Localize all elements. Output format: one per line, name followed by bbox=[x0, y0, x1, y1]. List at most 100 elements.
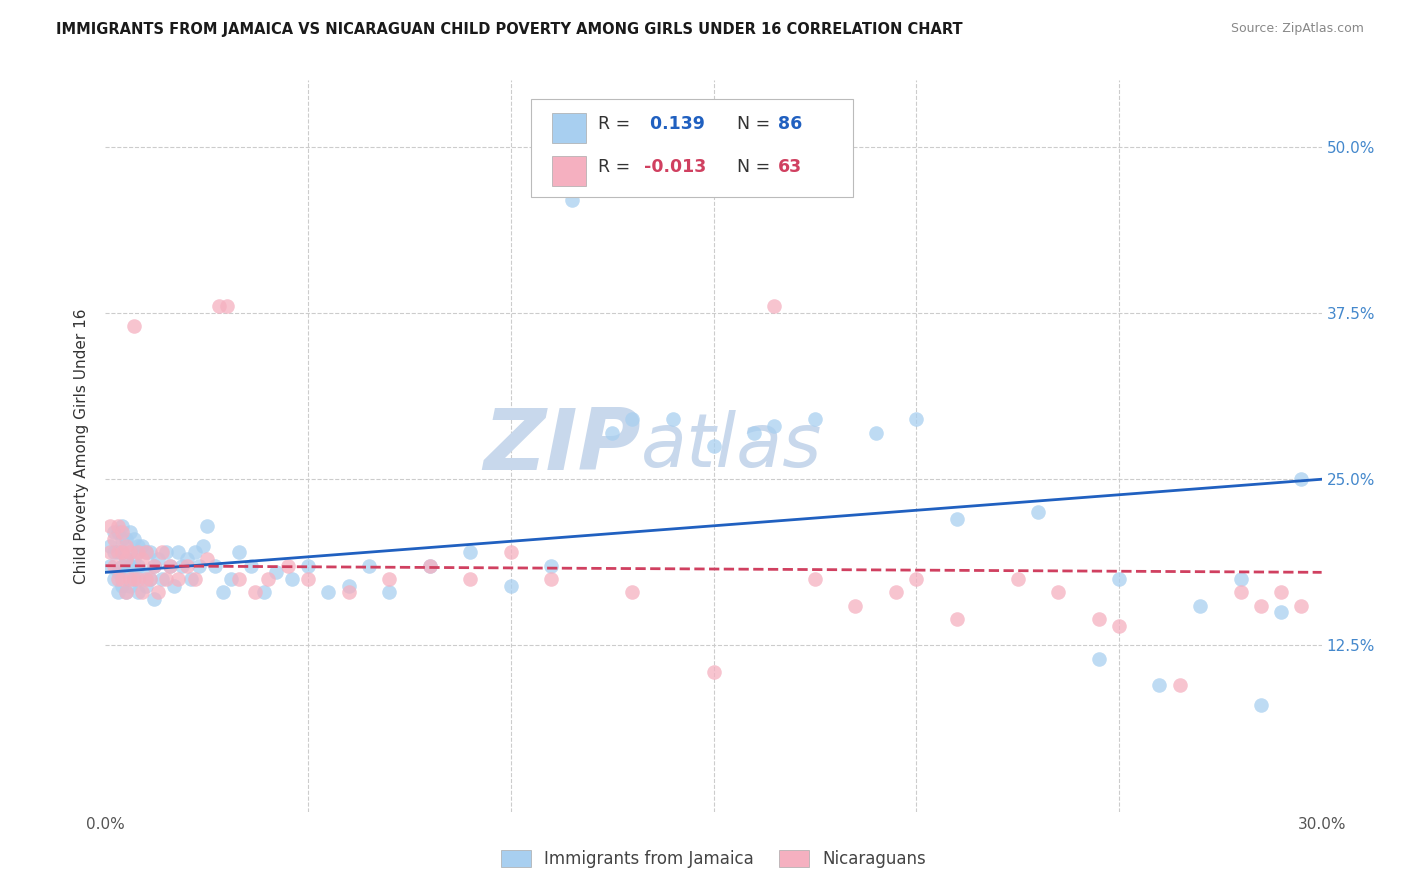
Point bbox=[111, 525, 134, 540]
Text: Source: ZipAtlas.com: Source: ZipAtlas.com bbox=[1230, 22, 1364, 36]
Point bbox=[103, 532, 125, 546]
Point bbox=[945, 612, 967, 626]
Point bbox=[122, 572, 145, 586]
Point bbox=[252, 585, 274, 599]
Point bbox=[118, 579, 141, 593]
Point bbox=[131, 566, 153, 580]
Point bbox=[208, 299, 231, 313]
Point bbox=[155, 545, 177, 559]
Point bbox=[228, 572, 250, 586]
Point bbox=[167, 572, 190, 586]
Point bbox=[118, 545, 141, 559]
Point bbox=[127, 545, 149, 559]
Text: N =: N = bbox=[725, 115, 776, 133]
Text: -0.013: -0.013 bbox=[644, 158, 706, 176]
Point bbox=[150, 545, 173, 559]
Point bbox=[1007, 572, 1029, 586]
Point bbox=[1291, 599, 1313, 613]
Point bbox=[378, 585, 401, 599]
Point bbox=[122, 319, 145, 334]
Point bbox=[176, 558, 198, 573]
Point bbox=[107, 545, 129, 559]
Point bbox=[180, 572, 202, 586]
Point bbox=[256, 572, 278, 586]
Point bbox=[297, 572, 319, 586]
Point bbox=[98, 545, 121, 559]
Point bbox=[1291, 472, 1313, 486]
Point bbox=[195, 552, 218, 566]
Point bbox=[103, 558, 125, 573]
Point bbox=[114, 566, 136, 580]
Bar bbox=[551, 155, 586, 186]
Point bbox=[111, 545, 134, 559]
Point bbox=[127, 539, 149, 553]
Text: N =: N = bbox=[725, 158, 776, 176]
Point bbox=[107, 585, 129, 599]
Point bbox=[172, 558, 194, 573]
Point bbox=[1047, 585, 1070, 599]
Point bbox=[127, 572, 149, 586]
Point bbox=[183, 545, 205, 559]
Point bbox=[118, 558, 141, 573]
Point bbox=[905, 572, 928, 586]
Point bbox=[111, 532, 134, 546]
Point bbox=[111, 572, 134, 586]
Point bbox=[150, 572, 173, 586]
Point bbox=[135, 579, 157, 593]
Point bbox=[111, 545, 134, 559]
Point bbox=[155, 572, 177, 586]
Point bbox=[337, 579, 360, 593]
Point bbox=[98, 518, 121, 533]
Point bbox=[167, 545, 190, 559]
Point bbox=[945, 512, 967, 526]
Point bbox=[540, 572, 562, 586]
Point bbox=[135, 572, 157, 586]
Point bbox=[127, 585, 149, 599]
Point bbox=[1229, 572, 1251, 586]
Point bbox=[419, 558, 441, 573]
Point bbox=[1250, 698, 1272, 713]
Point bbox=[219, 572, 242, 586]
Point bbox=[135, 545, 157, 559]
Point bbox=[139, 545, 162, 559]
Point bbox=[240, 558, 263, 573]
Point bbox=[458, 572, 481, 586]
Point bbox=[804, 572, 827, 586]
Point bbox=[107, 545, 129, 559]
Point bbox=[139, 572, 162, 586]
Point bbox=[159, 558, 181, 573]
Point bbox=[217, 299, 239, 313]
Text: atlas: atlas bbox=[641, 410, 823, 482]
Point bbox=[804, 412, 827, 426]
Point bbox=[176, 552, 198, 566]
Point bbox=[621, 585, 644, 599]
Text: R =: R = bbox=[598, 115, 636, 133]
Point bbox=[143, 591, 166, 606]
Point bbox=[191, 539, 214, 553]
Point bbox=[103, 572, 125, 586]
Point bbox=[228, 545, 250, 559]
Point bbox=[98, 558, 121, 573]
Y-axis label: Child Poverty Among Girls Under 16: Child Poverty Among Girls Under 16 bbox=[75, 309, 90, 583]
Point bbox=[702, 439, 725, 453]
Point bbox=[139, 572, 162, 586]
Point bbox=[163, 579, 186, 593]
Point bbox=[763, 419, 786, 434]
Bar bbox=[551, 112, 586, 144]
Point bbox=[419, 558, 441, 573]
Point bbox=[159, 558, 181, 573]
Point bbox=[183, 572, 205, 586]
Point bbox=[884, 585, 907, 599]
Point bbox=[103, 545, 125, 559]
Point bbox=[245, 585, 267, 599]
Point bbox=[131, 585, 153, 599]
Point bbox=[114, 585, 136, 599]
Point bbox=[127, 558, 149, 573]
Point bbox=[905, 412, 928, 426]
FancyBboxPatch shape bbox=[531, 99, 853, 197]
Point bbox=[212, 585, 235, 599]
Point bbox=[1108, 618, 1130, 632]
Point bbox=[561, 193, 583, 207]
Point bbox=[118, 525, 141, 540]
Point bbox=[122, 572, 145, 586]
